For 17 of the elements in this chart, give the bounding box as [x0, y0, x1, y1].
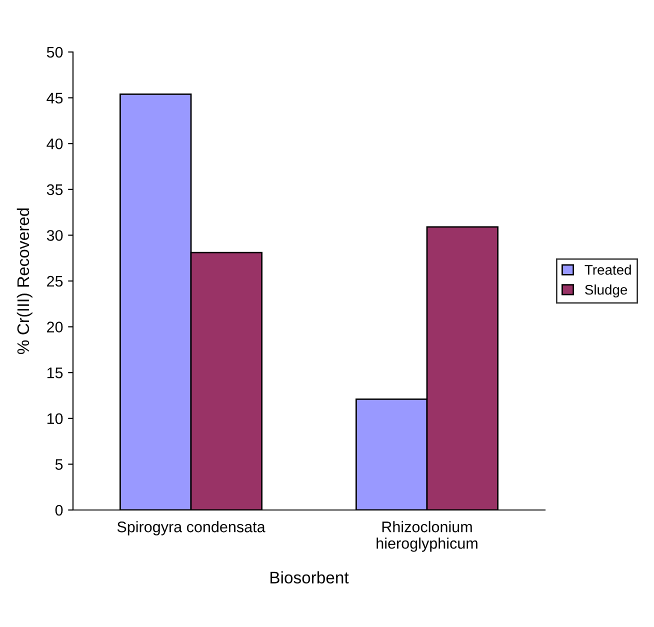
legend-label: Treated	[584, 264, 631, 275]
x-tick-label: Spirogyra condensata	[117, 521, 266, 536]
y-tick-label: 0	[55, 504, 63, 516]
y-tick-label: 30	[46, 230, 63, 241]
y-tick-label: 45	[46, 92, 63, 104]
y-tick-label: 10	[47, 413, 63, 424]
y-tick-label: 40	[46, 138, 63, 150]
y-tick-label: 50	[46, 46, 63, 58]
x-tick-label: Rhizoclonium hieroglyphicum	[376, 521, 478, 552]
y-tick-label: 25	[47, 276, 63, 287]
legend-label: Sludge	[585, 284, 628, 298]
y-axis-title: % Cr(III) Recovered	[16, 208, 32, 354]
x-axis-title: Biosorbent	[270, 571, 349, 584]
y-tick-label: 35	[46, 184, 63, 196]
y-tick-label: 20	[47, 322, 63, 332]
y-tick-label: 15	[47, 368, 63, 378]
y-tick-label: 5	[55, 459, 63, 470]
